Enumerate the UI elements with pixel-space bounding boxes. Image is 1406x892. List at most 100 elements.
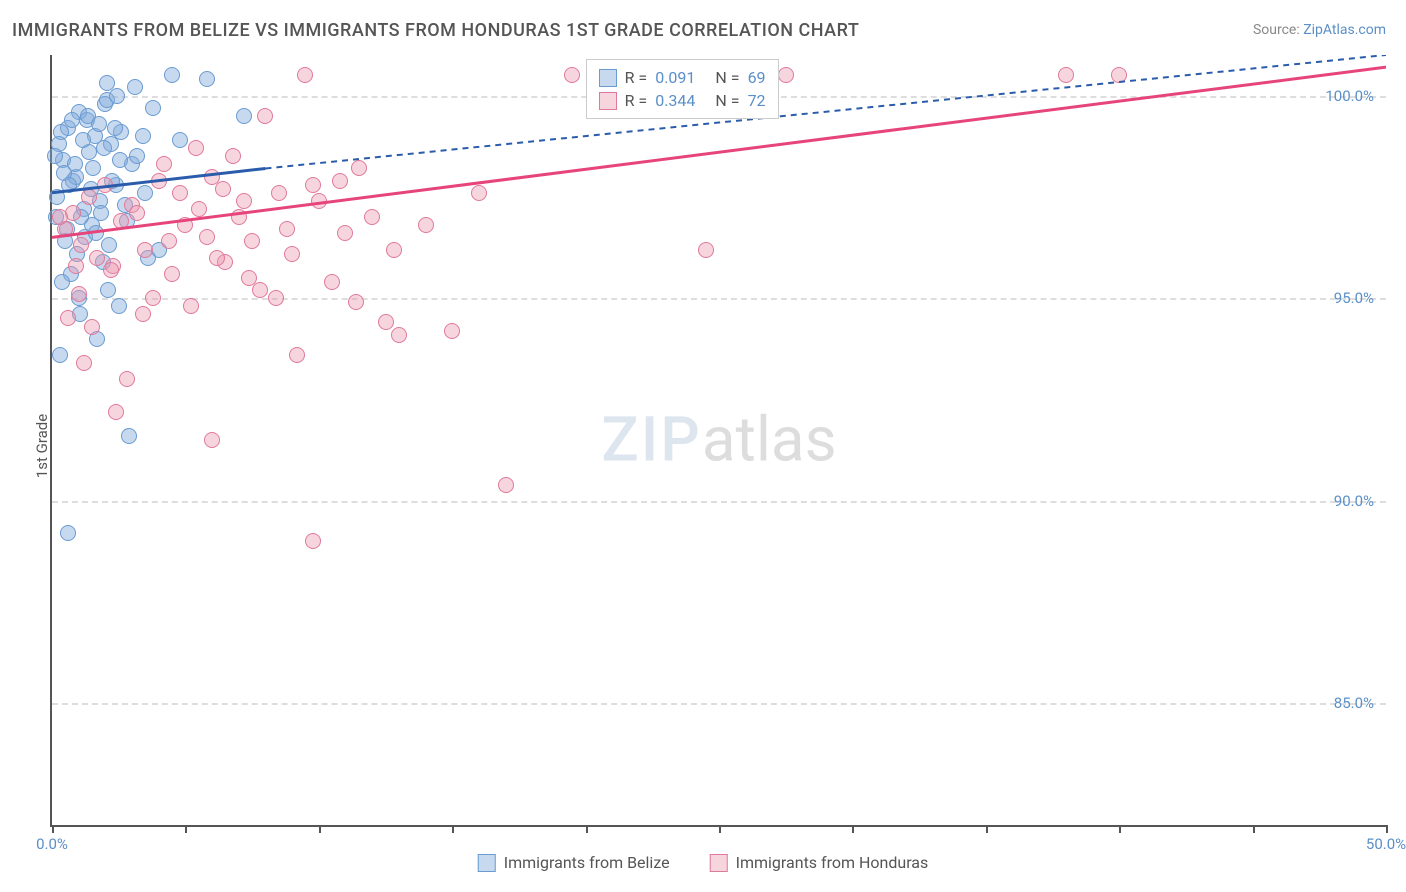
data-point: [289, 347, 305, 363]
stats-swatch: [599, 69, 617, 87]
data-point: [252, 282, 268, 298]
data-point: [129, 205, 145, 221]
n-value: 72: [748, 91, 766, 110]
data-point: [109, 88, 125, 104]
data-point: [71, 286, 87, 302]
data-point: [284, 246, 300, 262]
watermark-atlas: atlas: [702, 404, 837, 477]
data-point: [61, 177, 77, 193]
gridline: [52, 298, 1386, 300]
legend-label-honduras: Immigrants from Honduras: [736, 853, 929, 872]
data-point: [107, 120, 123, 136]
data-point: [311, 193, 327, 209]
y-axis-label: 1st Grade: [33, 414, 51, 478]
data-point: [151, 173, 167, 189]
y-tick-label: 85.0%: [1334, 694, 1374, 712]
stats-legend: R =0.091N =69R =0.344N =72: [586, 59, 779, 119]
data-point: [215, 181, 231, 197]
data-point: [119, 371, 135, 387]
data-point: [177, 217, 193, 233]
legend-item-honduras: Immigrants from Honduras: [710, 853, 929, 872]
data-point: [111, 298, 127, 314]
data-point: [91, 116, 107, 132]
legend-swatch-honduras: [710, 854, 728, 872]
data-point: [236, 193, 252, 209]
watermark: ZIPatlas: [601, 404, 836, 477]
data-point: [191, 201, 207, 217]
data-point: [113, 213, 129, 229]
x-tick-label-left: 0.0%: [36, 835, 68, 853]
data-point: [348, 294, 364, 310]
data-point: [241, 270, 257, 286]
data-point: [305, 177, 321, 193]
data-point: [81, 189, 97, 205]
chart-container: IMMIGRANTS FROM BELIZE VS IMMIGRANTS FRO…: [0, 0, 1406, 892]
stats-swatch: [599, 92, 617, 110]
data-point: [93, 205, 109, 221]
data-point: [64, 112, 80, 128]
data-point: [297, 67, 313, 83]
data-point: [378, 314, 394, 330]
data-point: [257, 108, 273, 124]
data-point: [137, 242, 153, 258]
x-tick: [719, 825, 721, 833]
chart-title: IMMIGRANTS FROM BELIZE VS IMMIGRANTS FRO…: [12, 20, 859, 41]
data-point: [698, 242, 714, 258]
data-point: [199, 71, 215, 87]
data-point: [271, 185, 287, 201]
x-tick: [319, 825, 321, 833]
r-value: 0.091: [655, 68, 695, 87]
data-point: [364, 209, 380, 225]
data-point: [236, 108, 252, 124]
data-point: [391, 327, 407, 343]
data-point: [135, 306, 151, 322]
data-point: [76, 355, 92, 371]
legend-item-belize: Immigrants from Belize: [478, 853, 670, 872]
data-point: [89, 250, 105, 266]
data-point: [183, 298, 199, 314]
y-tick-label: 100.0%: [1325, 87, 1374, 105]
data-point: [127, 79, 143, 95]
r-value: 0.344: [655, 91, 695, 110]
data-point: [75, 132, 91, 148]
data-point: [145, 290, 161, 306]
n-value: 69: [748, 68, 766, 87]
data-point: [84, 319, 100, 335]
data-point: [85, 160, 101, 176]
stats-legend-row: R =0.091N =69: [599, 66, 766, 89]
data-point: [209, 250, 225, 266]
x-tick: [185, 825, 187, 833]
data-point: [100, 282, 116, 298]
legend-swatch-belize: [478, 854, 496, 872]
source-link[interactable]: ZipAtlas.com: [1303, 22, 1386, 38]
data-point: [188, 140, 204, 156]
data-point: [68, 258, 84, 274]
data-point: [444, 323, 460, 339]
data-point: [121, 428, 137, 444]
source-attribution: Source: ZipAtlas.com: [1253, 22, 1386, 38]
data-point: [52, 209, 68, 225]
source-prefix: Source:: [1253, 22, 1303, 38]
data-point: [172, 132, 188, 148]
data-point: [305, 533, 321, 549]
data-point: [1058, 67, 1074, 83]
x-tick: [452, 825, 454, 833]
data-point: [337, 225, 353, 241]
data-point: [386, 242, 402, 258]
legend-label-belize: Immigrants from Belize: [504, 853, 670, 872]
data-point: [67, 156, 83, 172]
data-point: [112, 152, 128, 168]
data-point: [60, 525, 76, 541]
data-point: [145, 100, 161, 116]
y-tick-label: 95.0%: [1334, 289, 1374, 307]
x-tick-label-right: 50.0%: [1366, 835, 1406, 853]
data-point: [164, 266, 180, 282]
data-point: [1111, 67, 1127, 83]
x-tick: [986, 825, 988, 833]
x-tick: [586, 825, 588, 833]
gridline: [52, 501, 1386, 503]
data-point: [172, 185, 188, 201]
data-point: [54, 274, 70, 290]
data-point: [101, 237, 117, 253]
data-point: [60, 310, 76, 326]
